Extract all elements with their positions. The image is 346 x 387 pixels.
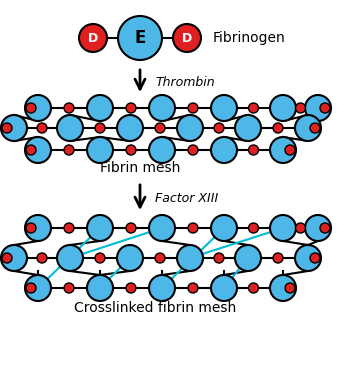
Circle shape — [26, 145, 36, 155]
Circle shape — [126, 103, 136, 113]
Text: Fibrinogen: Fibrinogen — [213, 31, 286, 45]
Circle shape — [117, 115, 143, 141]
Circle shape — [117, 245, 143, 271]
Circle shape — [320, 223, 330, 233]
Circle shape — [149, 137, 175, 163]
Circle shape — [149, 95, 175, 121]
Circle shape — [248, 145, 258, 155]
Circle shape — [248, 283, 258, 293]
Circle shape — [1, 245, 27, 271]
Circle shape — [235, 245, 261, 271]
Circle shape — [25, 275, 51, 301]
Text: D: D — [182, 31, 192, 45]
Circle shape — [57, 245, 83, 271]
Circle shape — [25, 95, 51, 121]
Text: Crosslinked fibrin mesh: Crosslinked fibrin mesh — [74, 301, 236, 315]
Circle shape — [64, 145, 74, 155]
Circle shape — [126, 283, 136, 293]
Circle shape — [248, 103, 258, 113]
Text: E: E — [134, 29, 146, 47]
Circle shape — [26, 283, 36, 293]
Circle shape — [173, 24, 201, 52]
Circle shape — [25, 137, 51, 163]
Circle shape — [1, 115, 27, 141]
Circle shape — [126, 145, 136, 155]
Circle shape — [214, 123, 224, 133]
Circle shape — [79, 24, 107, 52]
Circle shape — [87, 275, 113, 301]
Text: Factor XIII: Factor XIII — [155, 192, 218, 205]
Circle shape — [188, 283, 198, 293]
Circle shape — [211, 215, 237, 241]
Circle shape — [214, 253, 224, 263]
Circle shape — [87, 215, 113, 241]
Circle shape — [37, 123, 47, 133]
Circle shape — [155, 123, 165, 133]
Circle shape — [155, 253, 165, 263]
Circle shape — [211, 137, 237, 163]
Text: Fibrin mesh: Fibrin mesh — [100, 161, 180, 175]
Circle shape — [270, 275, 296, 301]
Circle shape — [305, 95, 331, 121]
Circle shape — [270, 137, 296, 163]
Circle shape — [295, 223, 306, 233]
Circle shape — [149, 215, 175, 241]
Circle shape — [149, 275, 175, 301]
Circle shape — [270, 215, 296, 241]
Circle shape — [285, 145, 295, 155]
Circle shape — [64, 103, 74, 113]
Circle shape — [188, 145, 198, 155]
Circle shape — [177, 245, 203, 271]
Circle shape — [37, 253, 47, 263]
Circle shape — [211, 275, 237, 301]
Circle shape — [2, 123, 12, 133]
Circle shape — [270, 95, 296, 121]
Circle shape — [57, 115, 83, 141]
Circle shape — [188, 103, 198, 113]
Circle shape — [188, 223, 198, 233]
Circle shape — [64, 223, 74, 233]
Circle shape — [95, 123, 105, 133]
Circle shape — [118, 16, 162, 60]
Circle shape — [87, 137, 113, 163]
Circle shape — [295, 245, 321, 271]
Circle shape — [305, 215, 331, 241]
Circle shape — [285, 283, 295, 293]
Circle shape — [310, 253, 320, 263]
Circle shape — [273, 123, 283, 133]
Circle shape — [64, 283, 74, 293]
Circle shape — [26, 103, 36, 113]
Circle shape — [235, 115, 261, 141]
Circle shape — [87, 95, 113, 121]
Circle shape — [26, 223, 36, 233]
Circle shape — [211, 95, 237, 121]
Circle shape — [126, 223, 136, 233]
Text: D: D — [88, 31, 98, 45]
Circle shape — [95, 253, 105, 263]
Circle shape — [2, 253, 12, 263]
Circle shape — [248, 223, 258, 233]
Circle shape — [310, 123, 320, 133]
Circle shape — [320, 103, 330, 113]
Text: Thrombin: Thrombin — [155, 77, 215, 89]
Circle shape — [295, 103, 306, 113]
Circle shape — [295, 115, 321, 141]
Circle shape — [177, 115, 203, 141]
Circle shape — [25, 215, 51, 241]
Circle shape — [273, 253, 283, 263]
